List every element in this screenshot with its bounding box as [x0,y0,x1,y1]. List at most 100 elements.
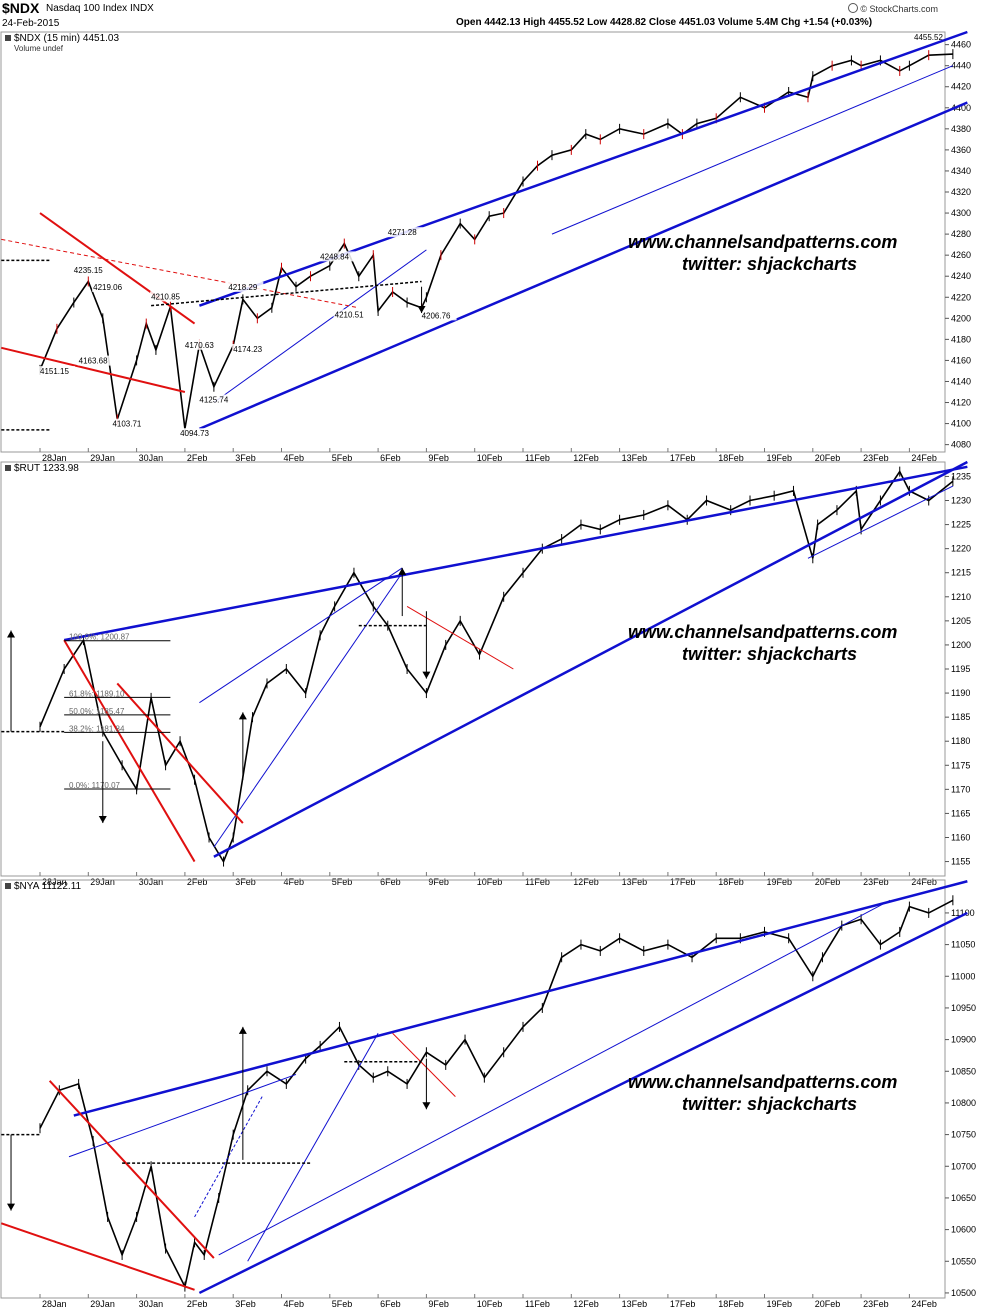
price-label-bg [198,394,235,405]
price-label-bg [92,281,129,292]
y-tick-label: 1175 [951,760,970,770]
x-tick-label: 13Feb [622,1299,648,1309]
x-tick-label: 12Feb [573,877,599,887]
y-tick-label: 4360 [951,145,971,155]
price-label-bg [111,418,148,429]
y-tick-label: 10850 [951,1066,976,1076]
y-tick-label: 1160 [951,832,970,842]
price-label: 4103.71 [112,420,141,429]
x-tick-label: 3Feb [235,1299,256,1309]
y-tick-label: 4220 [951,292,971,302]
x-tick-label: 29Jan [90,453,115,463]
x-tick-label: 10Feb [477,877,503,887]
lower-channel-line [213,460,968,858]
y-tick-label: 1225 [951,520,971,530]
y-tick-label: 4120 [951,398,971,408]
price-label-bg [150,291,187,302]
x-tick-label: 12Feb [573,1299,599,1309]
price-label-bg [227,281,264,292]
y-tick-label: 1230 [951,496,971,506]
x-tick-label: 11Feb [525,1299,550,1309]
price-label: 4235.15 [74,266,103,275]
red-downtrend-line [39,212,196,325]
x-tick-label: 17Feb [670,877,696,887]
y-tick-label: 1195 [951,664,970,674]
minor-channel-line [199,567,403,704]
y-tick-label: 1205 [951,616,971,626]
x-tick-label: 23Feb [863,877,889,887]
y-tick-label: 1165 [951,808,970,818]
brand-credit[interactable]: © StockCharts.com [848,3,938,14]
ohlc-readout: Open 4442.13 High 4455.52 Low 4428.82 Cl… [456,17,873,28]
x-tick-label: 4Feb [284,1299,305,1309]
price-label-bg [39,366,75,377]
series-swatch-icon [5,883,11,889]
y-tick-label: 1200 [951,640,971,650]
y-tick-label: 1215 [951,568,971,578]
x-tick-label: 2Feb [187,1299,208,1309]
y-tick-label: 4280 [951,229,971,239]
x-tick-label: 2Feb [187,877,208,887]
arrow-head-icon [98,816,107,824]
x-tick-label: 3Feb [235,453,256,463]
y-tick-label: 11050 [951,940,975,950]
y-tick-label: 10750 [951,1130,976,1140]
minor-channel-line [807,485,954,559]
x-tick-label: 24Feb [911,453,937,463]
chart-header: $NDX Nasdaq 100 Index INDX 24-Feb-2015 O… [0,0,990,32]
y-tick-label: 4260 [951,250,971,260]
x-tick-label: 18Feb [718,453,744,463]
y-tick-label: 10550 [951,1256,976,1266]
price-label: 4271.28 [388,228,417,237]
x-tick-label: 17Feb [670,453,696,463]
y-tick-label: 4380 [951,124,971,134]
y-tick-label: 4300 [951,208,971,218]
x-tick-label: 30Jan [139,1299,164,1309]
y-tick-label: 4320 [951,187,971,197]
x-tick-label: 4Feb [284,453,305,463]
x-tick-label: 9Feb [428,453,449,463]
y-tick-label: 10500 [951,1288,976,1298]
y-tick-label: 11000 [951,971,975,981]
arrow-head-icon [422,1102,431,1110]
x-tick-label: 24Feb [911,1299,937,1309]
x-tick-label: 5Feb [332,453,353,463]
x-tick-label: 13Feb [622,453,648,463]
arrow-head-icon [417,306,426,314]
x-tick-label: 6Feb [380,877,401,887]
fib-label: 50.0%: 1185.47 [69,707,125,716]
dashed-trend-line [194,1096,263,1218]
x-tick-label: 19Feb [767,877,793,887]
arrow-head-icon [398,567,407,575]
y-tick-label: 1180 [951,736,970,746]
red-downtrend-line [116,682,244,824]
price-label: 4206.76 [422,311,451,320]
y-tick-label: 1210 [951,592,971,602]
upper-channel-line [63,465,968,642]
minor-channel-line [213,249,427,403]
x-tick-label: 9Feb [428,877,449,887]
price-label: 4151.15 [40,367,69,376]
red-downtrend-line [406,605,514,670]
x-tick-label: 20Feb [815,453,841,463]
arrow-head-icon [422,671,431,679]
x-tick-label: 6Feb [380,453,401,463]
y-tick-label: 4100 [951,419,971,429]
price-label: 4210.85 [151,292,180,301]
dashed-support-line [151,280,422,307]
red-dashed-line [1,238,359,309]
arrow-head-icon [7,630,16,638]
price-label: 4163.68 [79,357,108,366]
x-tick-label: 9Feb [428,1299,449,1309]
x-tick-label: 19Feb [767,1299,793,1309]
watermark-site: www.channelsandpatterns.com [628,1072,897,1092]
series-swatch-icon [5,35,11,41]
x-tick-label: 23Feb [863,1299,889,1309]
price-label-bg [72,265,109,276]
red-downtrend-line [1,1222,195,1291]
price-label: 4170.63 [185,341,214,350]
minor-channel-line [213,572,403,848]
fib-label: 61.8%: 1189.10 [69,689,125,698]
y-tick-label: 10900 [951,1035,976,1045]
minor-channel-line [218,899,891,1256]
